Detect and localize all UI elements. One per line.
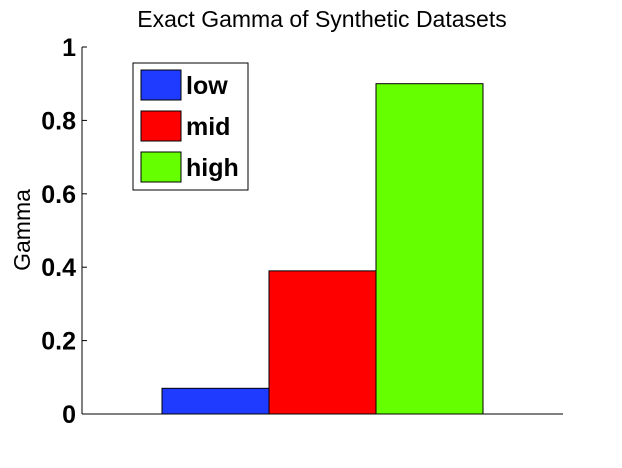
y-tick-label: 0.8 (41, 107, 76, 135)
legend-label-mid: mid (186, 113, 230, 141)
y-tick-label: 1 (62, 34, 76, 62)
legend-swatch-mid (140, 110, 182, 142)
y-tick-label: 0.6 (41, 181, 76, 209)
bar-mid (268, 270, 377, 415)
legend: low mid high (132, 62, 249, 191)
legend-label-high: high (186, 154, 239, 182)
y-ticks: 0 0.2 0.4 0.6 0.8 1 (41, 34, 87, 429)
legend-swatch-high (140, 151, 182, 183)
bar-low (161, 387, 270, 415)
bars (161, 83, 484, 415)
y-tick-label: 0.2 (41, 328, 76, 356)
legend-label-low: low (186, 72, 228, 100)
legend-swatch-low (140, 69, 182, 101)
bar-high (375, 83, 484, 415)
chart-title: Exact Gamma of Synthetic Datasets (137, 6, 506, 32)
y-tick-label: 0.4 (41, 254, 76, 282)
y-tick-label: 0 (62, 401, 76, 429)
y-axis-label: Gamma (9, 189, 35, 271)
